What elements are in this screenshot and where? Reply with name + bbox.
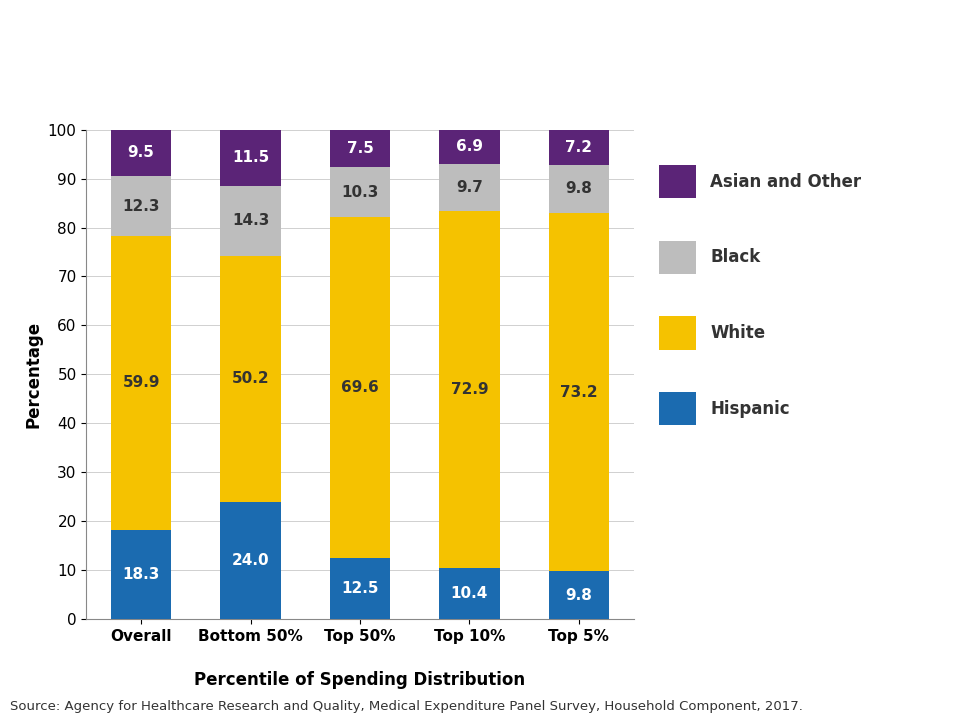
Bar	[330, 558, 390, 619]
Text: 10.4: 10.4	[451, 586, 488, 601]
Text: 14.3: 14.3	[232, 213, 269, 228]
Bar	[659, 165, 696, 199]
Text: 9.8: 9.8	[565, 181, 592, 197]
Bar	[111, 130, 171, 176]
Text: 50.2: 50.2	[231, 372, 270, 387]
Bar	[221, 502, 280, 619]
Text: 12.3: 12.3	[122, 199, 160, 214]
Text: Figure 4. Percentage of persons by race/ethnicity and
percentile of spending, 20: Figure 4. Percentage of persons by race/…	[45, 34, 723, 77]
Bar	[549, 165, 609, 213]
Bar	[440, 568, 499, 619]
Bar	[659, 240, 696, 274]
Text: 10.3: 10.3	[342, 184, 378, 199]
Bar	[440, 212, 499, 568]
Bar	[111, 530, 171, 619]
Text: White: White	[710, 324, 765, 342]
Bar	[549, 571, 609, 619]
Text: 12.5: 12.5	[341, 581, 379, 596]
Ellipse shape	[816, 11, 960, 127]
Text: 9.7: 9.7	[456, 180, 483, 195]
Bar	[221, 256, 280, 502]
Text: Hispanic: Hispanic	[710, 400, 790, 418]
Bar	[221, 130, 280, 186]
Bar	[549, 213, 609, 571]
Text: Percentile of Spending Distribution: Percentile of Spending Distribution	[195, 671, 525, 690]
Text: Black: Black	[710, 248, 760, 266]
Text: 73.2: 73.2	[560, 384, 598, 400]
Bar	[549, 130, 609, 165]
Text: 69.6: 69.6	[341, 380, 379, 395]
Text: 7.2: 7.2	[565, 140, 592, 155]
Text: Asian and Other: Asian and Other	[710, 173, 861, 191]
Text: 6.9: 6.9	[456, 140, 483, 155]
Text: 9.5: 9.5	[128, 145, 155, 161]
Text: 24.0: 24.0	[231, 553, 270, 568]
Bar	[330, 167, 390, 217]
Bar	[221, 186, 280, 256]
Text: 59.9: 59.9	[122, 375, 160, 390]
Bar	[111, 236, 171, 530]
Bar	[440, 130, 499, 164]
Text: 7.5: 7.5	[347, 141, 373, 156]
Bar	[330, 217, 390, 558]
Text: Source: Agency for Healthcare Research and Quality, Medical Expenditure Panel Su: Source: Agency for Healthcare Research a…	[10, 700, 803, 713]
Bar	[440, 164, 499, 212]
Bar	[659, 316, 696, 350]
Text: 72.9: 72.9	[450, 382, 489, 397]
Bar	[659, 392, 696, 426]
Text: 11.5: 11.5	[232, 150, 269, 166]
Text: 18.3: 18.3	[123, 567, 159, 582]
Text: 9.8: 9.8	[565, 588, 592, 603]
Bar	[330, 130, 390, 167]
Bar	[111, 176, 171, 236]
Y-axis label: Percentage: Percentage	[24, 321, 42, 428]
